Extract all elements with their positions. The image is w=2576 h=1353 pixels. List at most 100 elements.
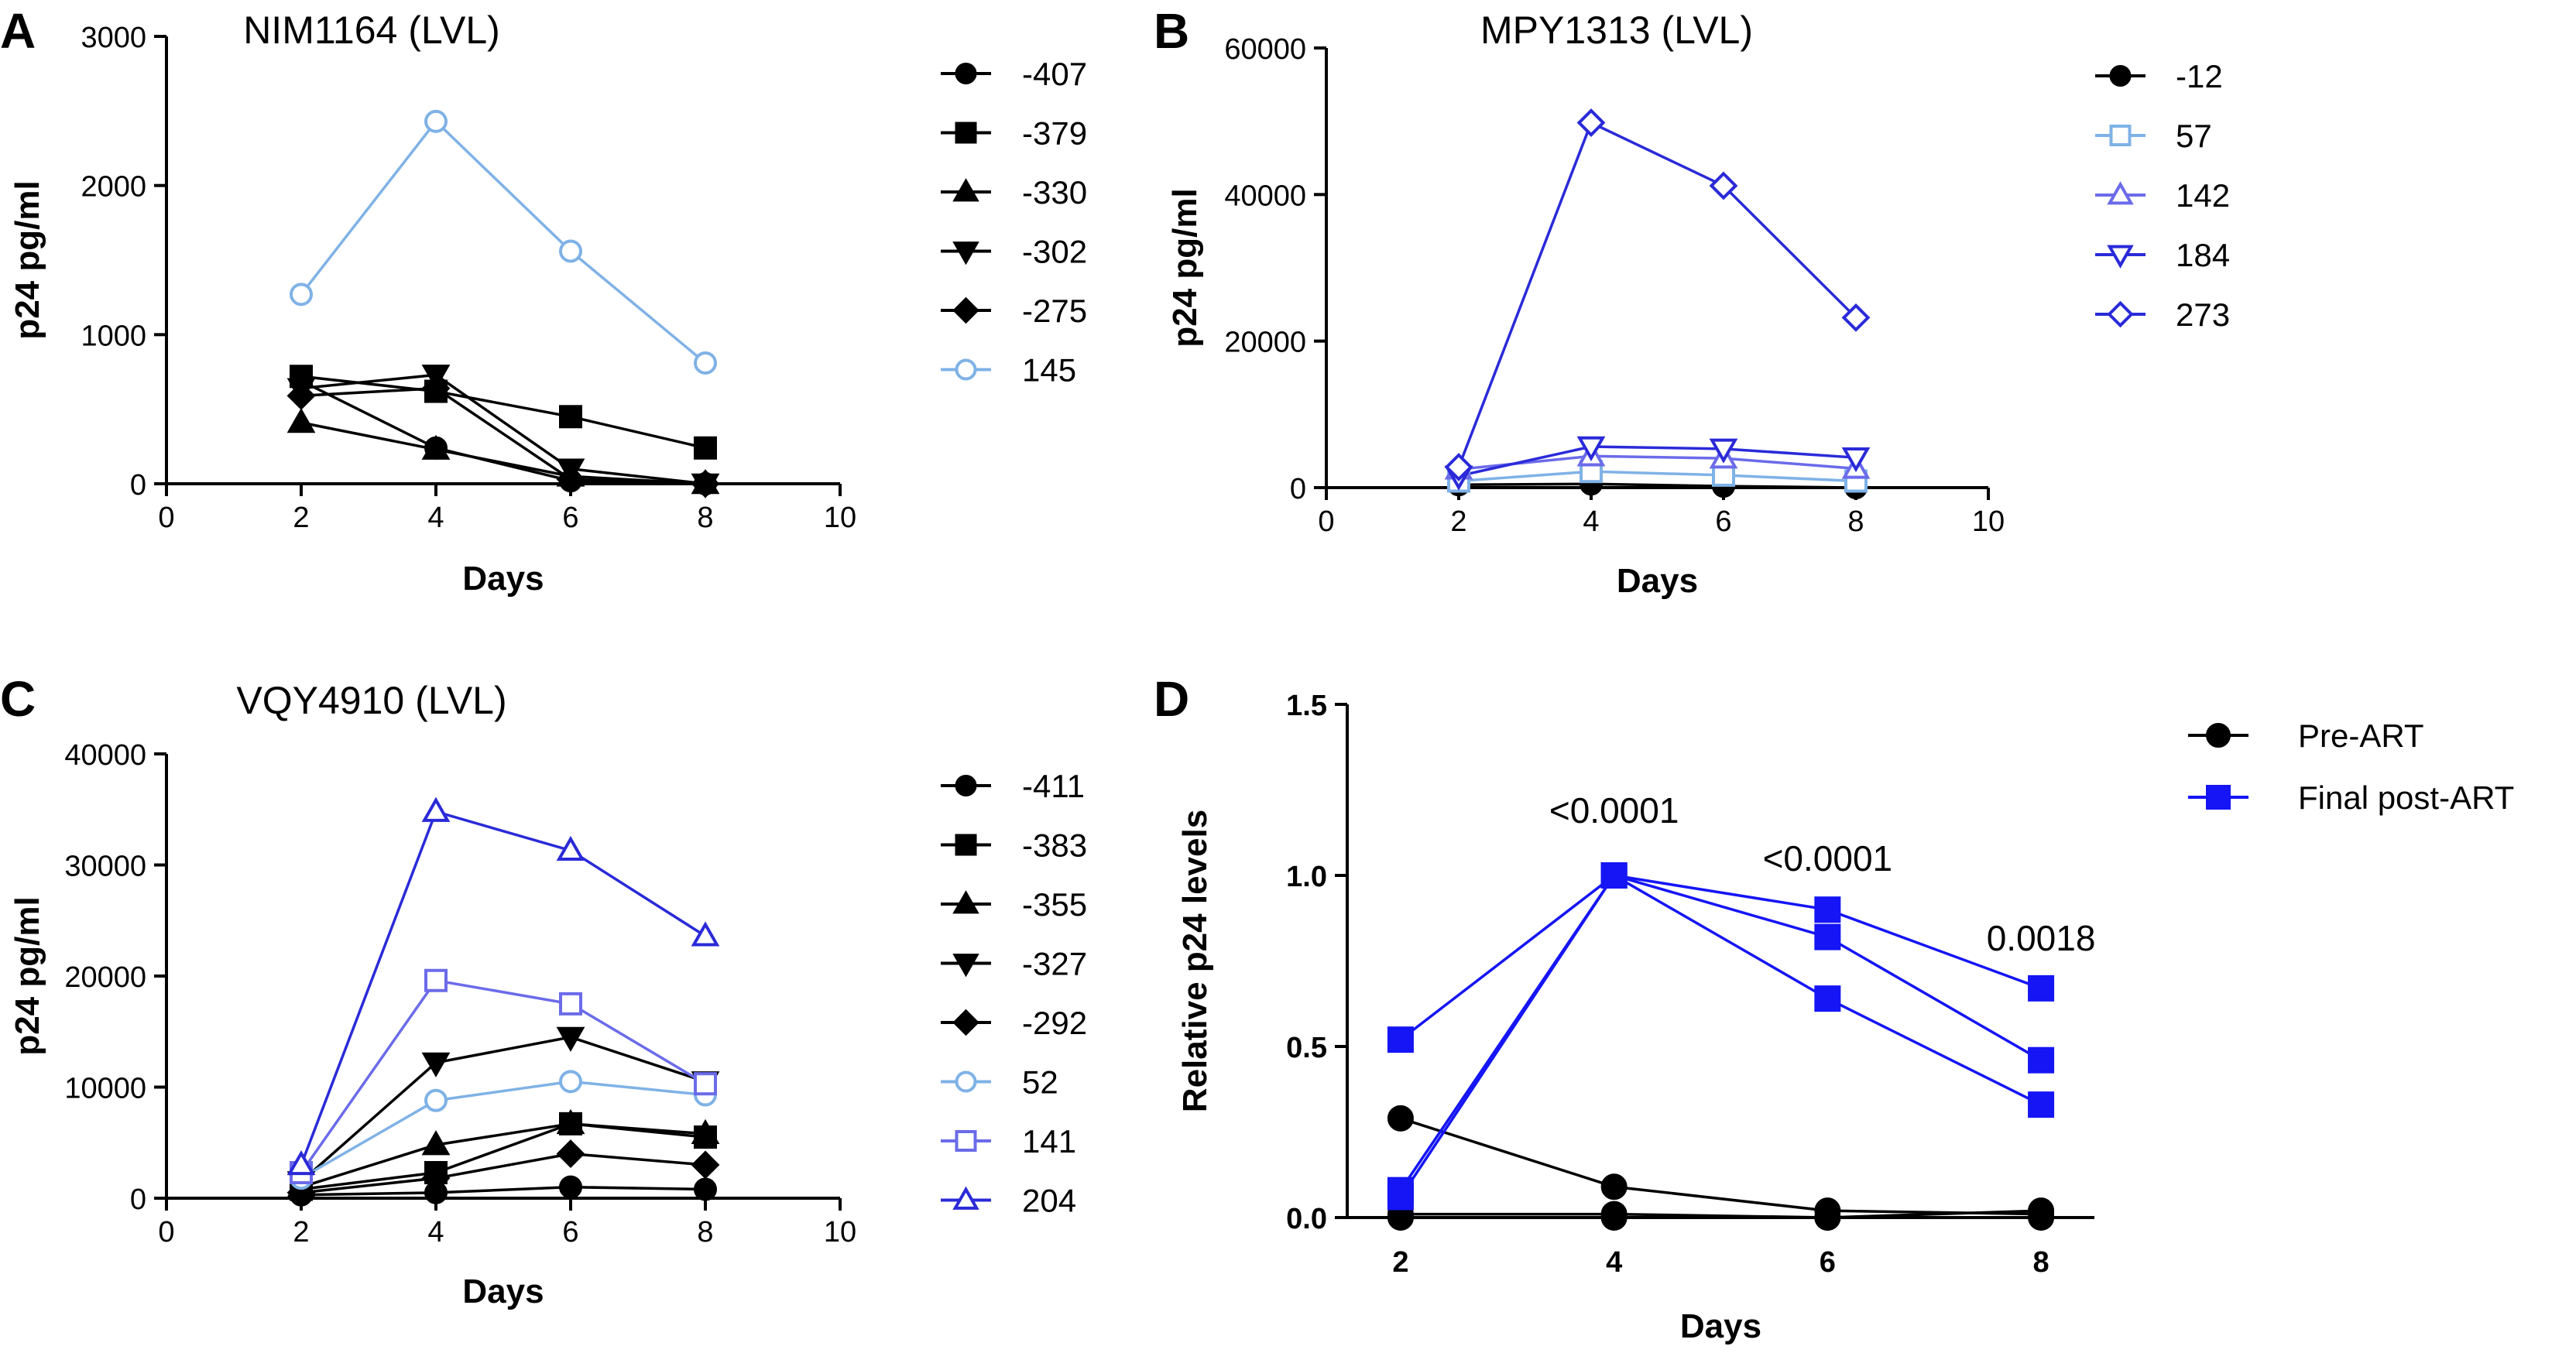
x-axis-label: Days — [462, 560, 544, 598]
legend-marker — [952, 890, 979, 914]
legend-label: -330 — [1022, 174, 1087, 211]
series-line — [300, 810, 706, 1166]
data-point — [421, 1052, 451, 1077]
x-tick-label: 8 — [2033, 1246, 2049, 1279]
legend-label: 184 — [2176, 237, 2230, 273]
legend-label: -383 — [1022, 827, 1087, 864]
legend-marker — [2109, 125, 2132, 146]
data-point — [559, 239, 582, 263]
data-point — [421, 1163, 451, 1193]
data-point — [556, 835, 585, 861]
legend-marker — [955, 63, 977, 84]
data-point — [556, 464, 585, 494]
legend-label: 142 — [2176, 177, 2230, 214]
x-tick-label: 2 — [1392, 1246, 1408, 1279]
data-point — [694, 1072, 717, 1096]
panel-c: C VQY4910 (LVL) 0 10000 20000 30000 40000 0 2 4 6 8… — [0, 671, 1087, 1310]
legend-marker — [952, 296, 979, 324]
data-point — [556, 1026, 585, 1052]
x-tick-label: 6 — [562, 502, 578, 534]
series-line — [1399, 873, 2042, 1198]
y-tick-label: 10000 — [64, 1073, 146, 1105]
data-point — [1814, 896, 1841, 923]
legend-label: -327 — [1022, 946, 1087, 982]
data-point — [1387, 1026, 1414, 1053]
legend-label: -275 — [1022, 293, 1087, 329]
legend-label: 273 — [2176, 296, 2230, 333]
y-tick-label: 60000 — [1224, 33, 1306, 66]
legend-label: -411 — [1022, 768, 1085, 804]
series-line — [300, 1122, 706, 1189]
data-point — [1387, 1183, 1414, 1211]
y-tick-label: 20000 — [64, 961, 146, 994]
data-point — [556, 1108, 585, 1135]
x-axis-label: Days — [1617, 562, 1698, 600]
legend-marker — [955, 122, 977, 144]
y-tick-label: 1.5 — [1286, 690, 1327, 722]
legend-label: -355 — [1022, 886, 1087, 923]
data-point — [694, 351, 717, 375]
y-tick-label: 30000 — [64, 851, 146, 883]
data-point — [424, 1088, 448, 1112]
series-line — [1458, 470, 1857, 483]
x-tick-label: 6 — [562, 1216, 578, 1249]
legend-marker — [2206, 723, 2231, 748]
chart-title: NIM1164 (LVL) — [243, 9, 500, 52]
legend-label: Pre-ART — [2298, 718, 2424, 754]
series-line — [1458, 482, 1857, 489]
y-tick-label: 0 — [1290, 473, 1306, 505]
y-tick-label: 3000 — [81, 22, 146, 54]
series-line — [300, 1152, 706, 1194]
legend-marker — [2107, 300, 2134, 328]
data-point — [424, 968, 448, 992]
series-line — [300, 1036, 706, 1183]
data-point — [1841, 447, 1871, 473]
legend-marker — [955, 1070, 977, 1093]
chart-title: VQY4910 (LVL) — [236, 679, 506, 722]
series-line — [300, 1185, 706, 1197]
data-point — [559, 992, 582, 1016]
data-point — [559, 405, 582, 429]
series-line — [300, 978, 706, 1173]
x-tick-label: 2 — [293, 502, 309, 534]
x-tick-label: 10 — [824, 502, 856, 534]
legend-label: 145 — [1022, 352, 1076, 389]
panel-letter: C — [0, 671, 36, 727]
legend-marker — [952, 241, 979, 265]
data-point — [2028, 1046, 2055, 1074]
series-line — [300, 1122, 706, 1191]
legend-label: -12 — [2176, 58, 2223, 94]
y-tick-label: 40000 — [64, 739, 146, 772]
x-tick-label: 8 — [1847, 505, 1864, 538]
data-point — [694, 1177, 717, 1201]
legend-marker — [955, 1130, 977, 1152]
legend-marker — [2107, 245, 2134, 269]
legend-marker — [955, 775, 977, 796]
y-tick-label: 1.0 — [1286, 861, 1327, 893]
x-tick-label: 0 — [158, 502, 174, 534]
legend-marker — [2107, 181, 2134, 205]
legend-label: 204 — [1022, 1183, 1076, 1219]
x-axis-label: Days — [1680, 1307, 1761, 1345]
y-tick-label: 0.5 — [1286, 1032, 1327, 1064]
x-tick-label: 4 — [427, 1216, 444, 1249]
legend-label: Final post-ART — [2298, 779, 2514, 816]
data-point — [1709, 438, 1738, 464]
x-tick-label: 0 — [158, 1216, 174, 1249]
data-point — [421, 374, 451, 403]
data-point — [1814, 985, 1841, 1012]
p-value-annotation: <0.0001 — [1549, 790, 1679, 831]
data-point — [286, 408, 316, 433]
y-axis-label: p24 pg/ml — [9, 896, 46, 1055]
x-tick-label: 8 — [697, 502, 713, 534]
data-point — [2028, 975, 2055, 1002]
series-line — [1400, 1117, 2042, 1216]
x-tick-label: 10 — [1972, 505, 2005, 538]
x-tick-label: 4 — [427, 502, 444, 534]
y-tick-label: 40000 — [1224, 180, 1306, 212]
data-point — [2028, 1091, 2055, 1118]
legend-marker — [2109, 65, 2132, 87]
data-point — [421, 796, 451, 822]
panel-letter: A — [0, 3, 36, 59]
data-point — [694, 436, 717, 460]
